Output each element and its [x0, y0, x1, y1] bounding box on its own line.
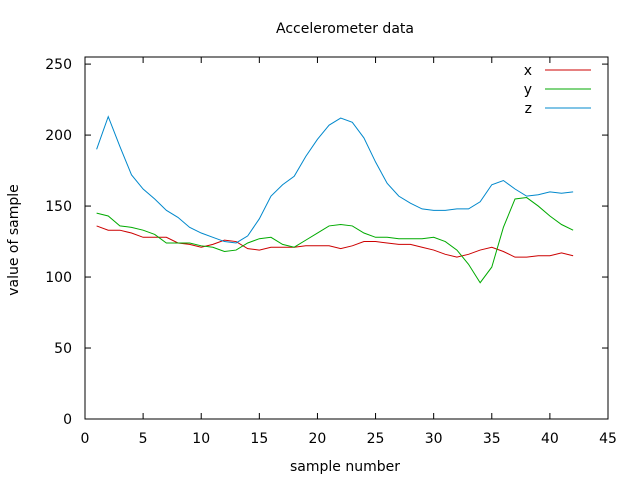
- x-tick-label: 10: [192, 431, 210, 447]
- y-tick-label: 100: [45, 270, 72, 286]
- x-tick-label: 0: [81, 431, 90, 447]
- y-tick-label: 200: [45, 128, 72, 144]
- x-tick-label: 40: [541, 431, 559, 447]
- series-line-z: [96, 115, 574, 244]
- y-tick-label: 150: [45, 199, 72, 215]
- series-line-x: [96, 225, 574, 258]
- x-tick-label: 15: [250, 431, 268, 447]
- x-tick-label: 25: [367, 431, 385, 447]
- y-tick-label: 50: [54, 341, 72, 357]
- chart-title: Accelerometer data: [276, 21, 414, 37]
- x-tick-label: 5: [139, 431, 148, 447]
- x-axis-label: sample number: [290, 459, 400, 475]
- x-tick-label: 30: [425, 431, 443, 447]
- y-tick-label: 0: [63, 412, 72, 428]
- y-tick-label: 250: [45, 57, 72, 73]
- plot-frame: [84, 56, 609, 420]
- x-tick-label: 45: [599, 431, 617, 447]
- legend-label-x: x: [524, 63, 532, 79]
- y-axis-label: value of sample: [6, 184, 22, 296]
- x-tick-label: 20: [309, 431, 327, 447]
- x-tick-label: 35: [483, 431, 501, 447]
- legend-label-z: z: [525, 101, 532, 117]
- legend-label-y: y: [524, 82, 532, 98]
- series-line-y: [96, 197, 574, 284]
